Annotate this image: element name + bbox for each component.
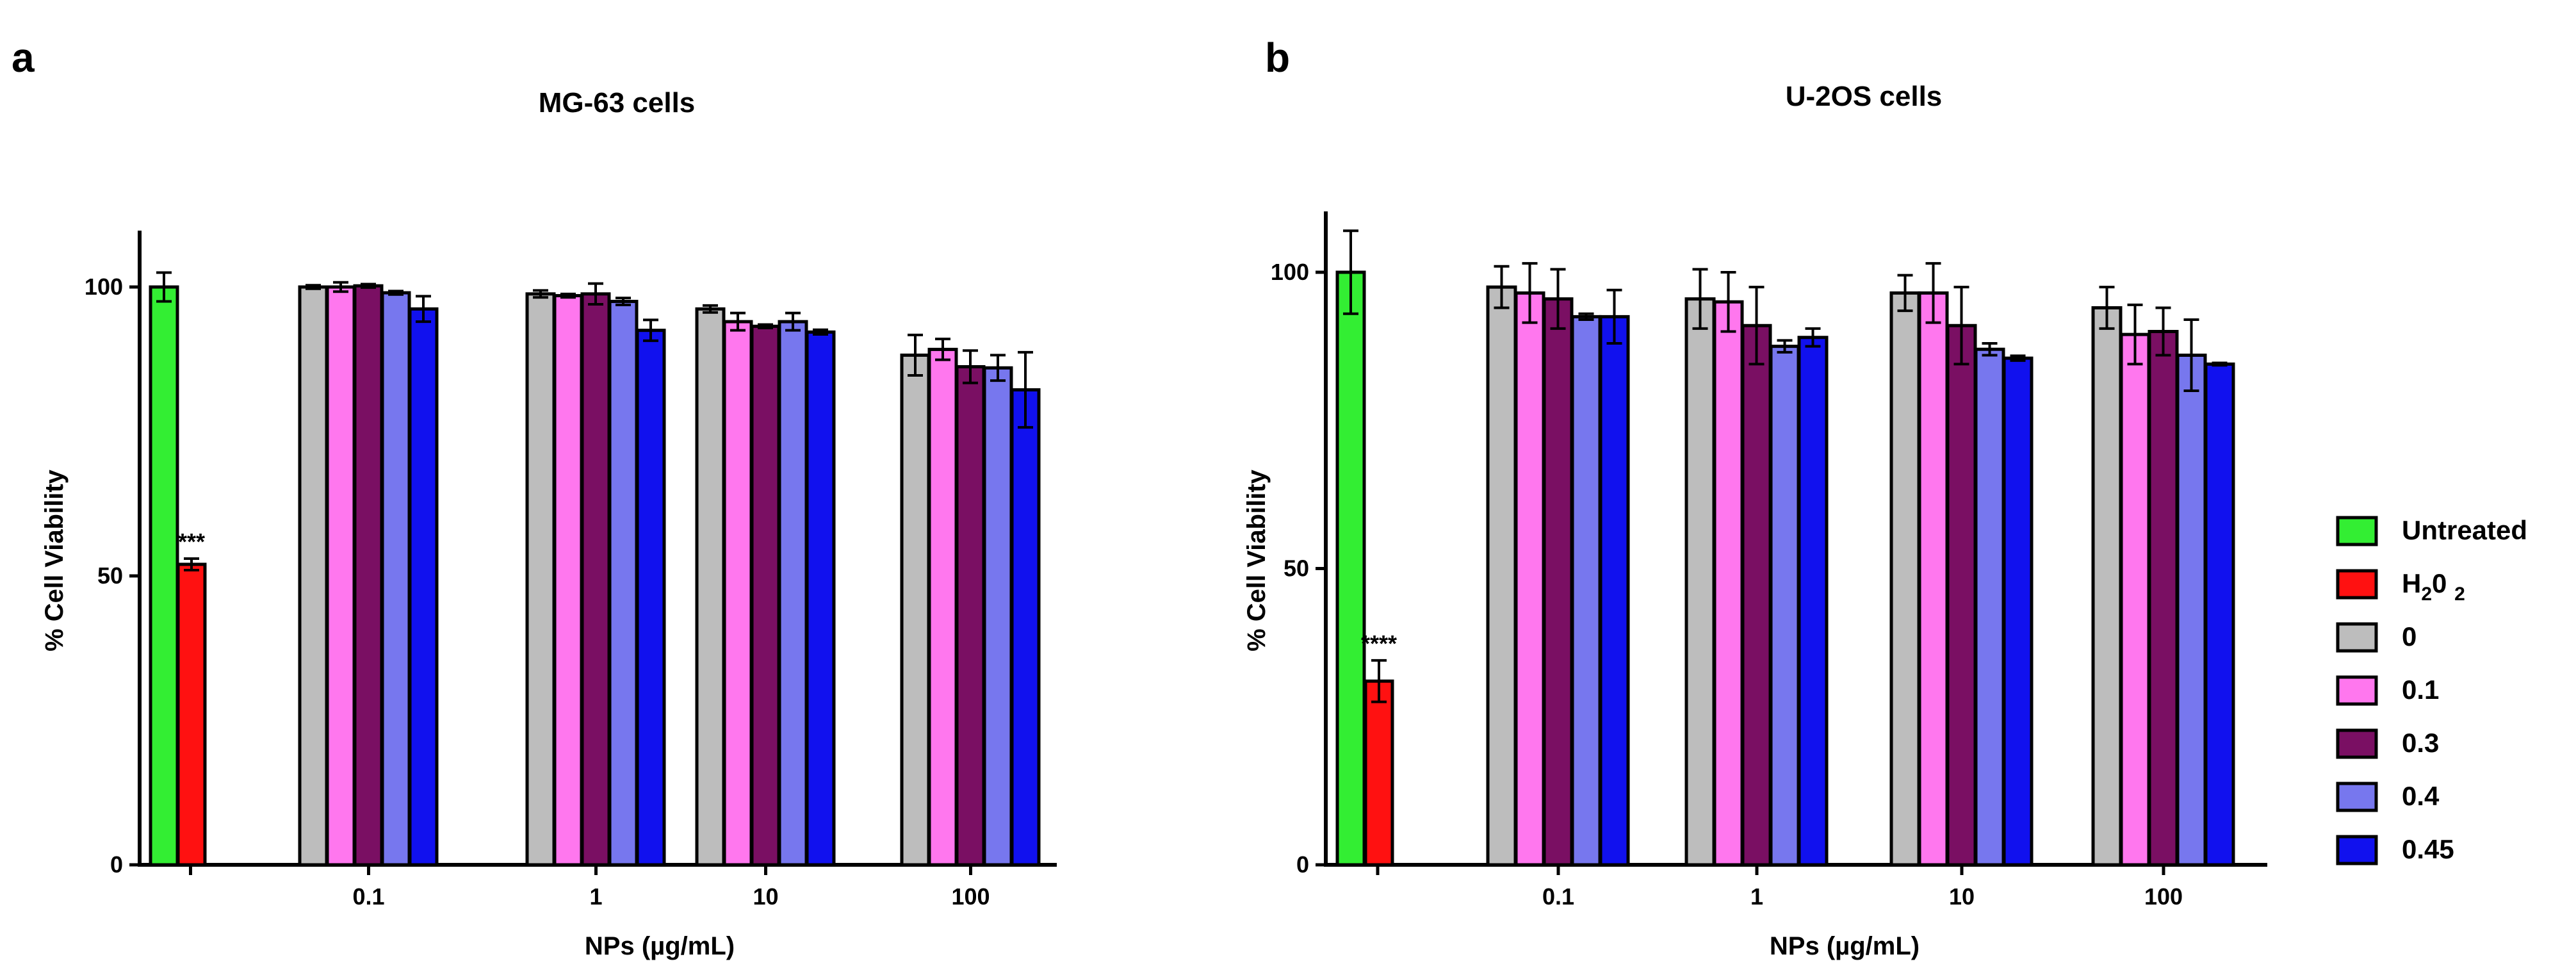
x-axis-label-b: NPs (µg/mL) <box>1770 932 1920 960</box>
plot-area-b: 0 50 100 **** 0.1 1 10 100 <box>1271 211 2267 910</box>
y-axis-label-b: % Cell Viability <box>1243 469 1271 651</box>
legend-swatch <box>2336 728 2378 759</box>
bar-0.1-0.45 <box>408 307 439 867</box>
x-tick-label: 100 <box>951 883 990 910</box>
bar-100-0.1 <box>927 347 958 867</box>
legend-label: 0.4 <box>2402 781 2440 811</box>
significance-label: *** <box>178 528 205 555</box>
y-tick-label: 0 <box>1296 851 1309 878</box>
panel-b: b U-2OS cells % Cell Viability NPs (µg/m… <box>1243 35 2267 960</box>
bar-100-0.1 <box>2119 332 2151 867</box>
x-tick-label: 0.1 <box>1542 883 1574 910</box>
bar-100-0 <box>2091 306 2123 867</box>
legend: Untreated H20 2 0 0.1 0.3 0.4 0.45 <box>2336 515 2527 865</box>
x-axis-label-a: NPs (µg/mL) <box>585 932 735 960</box>
bar-10-0 <box>695 307 726 867</box>
legend-swatch <box>2336 516 2378 546</box>
bar-1-0.1 <box>1713 300 1744 867</box>
bar-control-h2o2 <box>176 562 207 867</box>
panel-letter-a: a <box>12 35 35 81</box>
bar-100-0.3 <box>955 365 986 867</box>
bar-1-0.3 <box>580 292 611 867</box>
y-tick-label: 50 <box>1284 555 1309 582</box>
chart-title-b: U-2OS cells <box>1786 81 1943 112</box>
bar-10-0.4 <box>1974 347 2005 867</box>
panel-a: a MG-63 cells % Cell Viability NPs (µg/m… <box>12 35 1057 960</box>
bar-control-untreated <box>149 285 179 867</box>
legend-swatch <box>2336 782 2378 812</box>
bar-1-0 <box>525 292 556 867</box>
bar-0.1-0.3 <box>1542 297 1574 867</box>
legend-label: 0.3 <box>2402 728 2439 758</box>
y-tick-label: 100 <box>1271 259 1309 285</box>
y-tick-label: 50 <box>97 562 123 589</box>
bar-1-0 <box>1684 297 1716 867</box>
x-tick-label: 1 <box>1750 883 1763 910</box>
bar-1-0.4 <box>608 300 639 867</box>
chart-title-a: MG-63 cells <box>539 87 696 119</box>
bar-1-0.3 <box>1741 324 1772 867</box>
legend-swatch <box>2336 835 2378 865</box>
bar-0.1-0.4 <box>1570 315 1602 867</box>
bar-100-0.45 <box>2204 362 2235 867</box>
bar-0.1-0.1 <box>1514 291 1545 867</box>
bar-0.1-0 <box>1486 285 1517 867</box>
y-tick-label: 0 <box>110 851 123 878</box>
significance-label: **** <box>1361 630 1397 657</box>
bar-10-0.4 <box>778 320 808 867</box>
bar-1-0.45 <box>635 329 666 867</box>
bar-10-0.45 <box>2002 356 2034 867</box>
bar-0.1-0.45 <box>1599 315 1630 867</box>
plot-area-a: 0 50 100 *** 0.1 1 10 100 <box>85 231 1057 910</box>
x-tick-label: 100 <box>2144 883 2183 910</box>
legend-swatch <box>2336 569 2378 600</box>
legend-label: Untreated <box>2402 515 2527 545</box>
bar-1-0.1 <box>553 294 583 867</box>
bar-100-0.4 <box>2176 354 2207 867</box>
bar-0.1-0.4 <box>380 291 411 867</box>
bar-10-0.1 <box>1918 291 1949 867</box>
y-axis-label-a: % Cell Viability <box>40 469 69 651</box>
bar-1-0.4 <box>1769 345 1800 867</box>
legend-label: 0.1 <box>2402 675 2439 705</box>
y-tick-label: 100 <box>85 274 123 300</box>
bar-100-0 <box>900 353 931 867</box>
legend-label: 0 <box>2402 621 2417 651</box>
bar-1-0.45 <box>1797 336 1829 867</box>
legend-label: H20 2 <box>2402 568 2465 605</box>
legend-swatch <box>2336 675 2378 706</box>
bar-10-0.3 <box>750 324 781 867</box>
x-tick-label: 0.1 <box>352 883 384 910</box>
bar-10-0.45 <box>805 330 836 867</box>
legend-label: 0.45 <box>2402 834 2454 864</box>
bar-100-0.3 <box>2148 330 2179 867</box>
x-tick-label: 10 <box>753 883 778 910</box>
bar-10-0.3 <box>1946 324 1977 867</box>
panel-letter-b: b <box>1265 35 1290 81</box>
bar-0.1-0.3 <box>353 284 384 867</box>
bar-control-untreated <box>1335 270 1366 867</box>
bar-100-0.45 <box>1010 388 1041 867</box>
legend-swatch <box>2336 622 2378 653</box>
bar-10-0.1 <box>722 320 753 867</box>
bar-0.1-0.1 <box>325 285 356 867</box>
bar-control-h2o2 <box>1364 679 1394 867</box>
x-tick-label: 10 <box>1949 883 1975 910</box>
bar-10-0 <box>1889 291 1921 867</box>
x-tick-label: 1 <box>589 883 602 910</box>
bar-100-0.4 <box>982 366 1013 867</box>
bar-0.1-0 <box>298 285 329 867</box>
